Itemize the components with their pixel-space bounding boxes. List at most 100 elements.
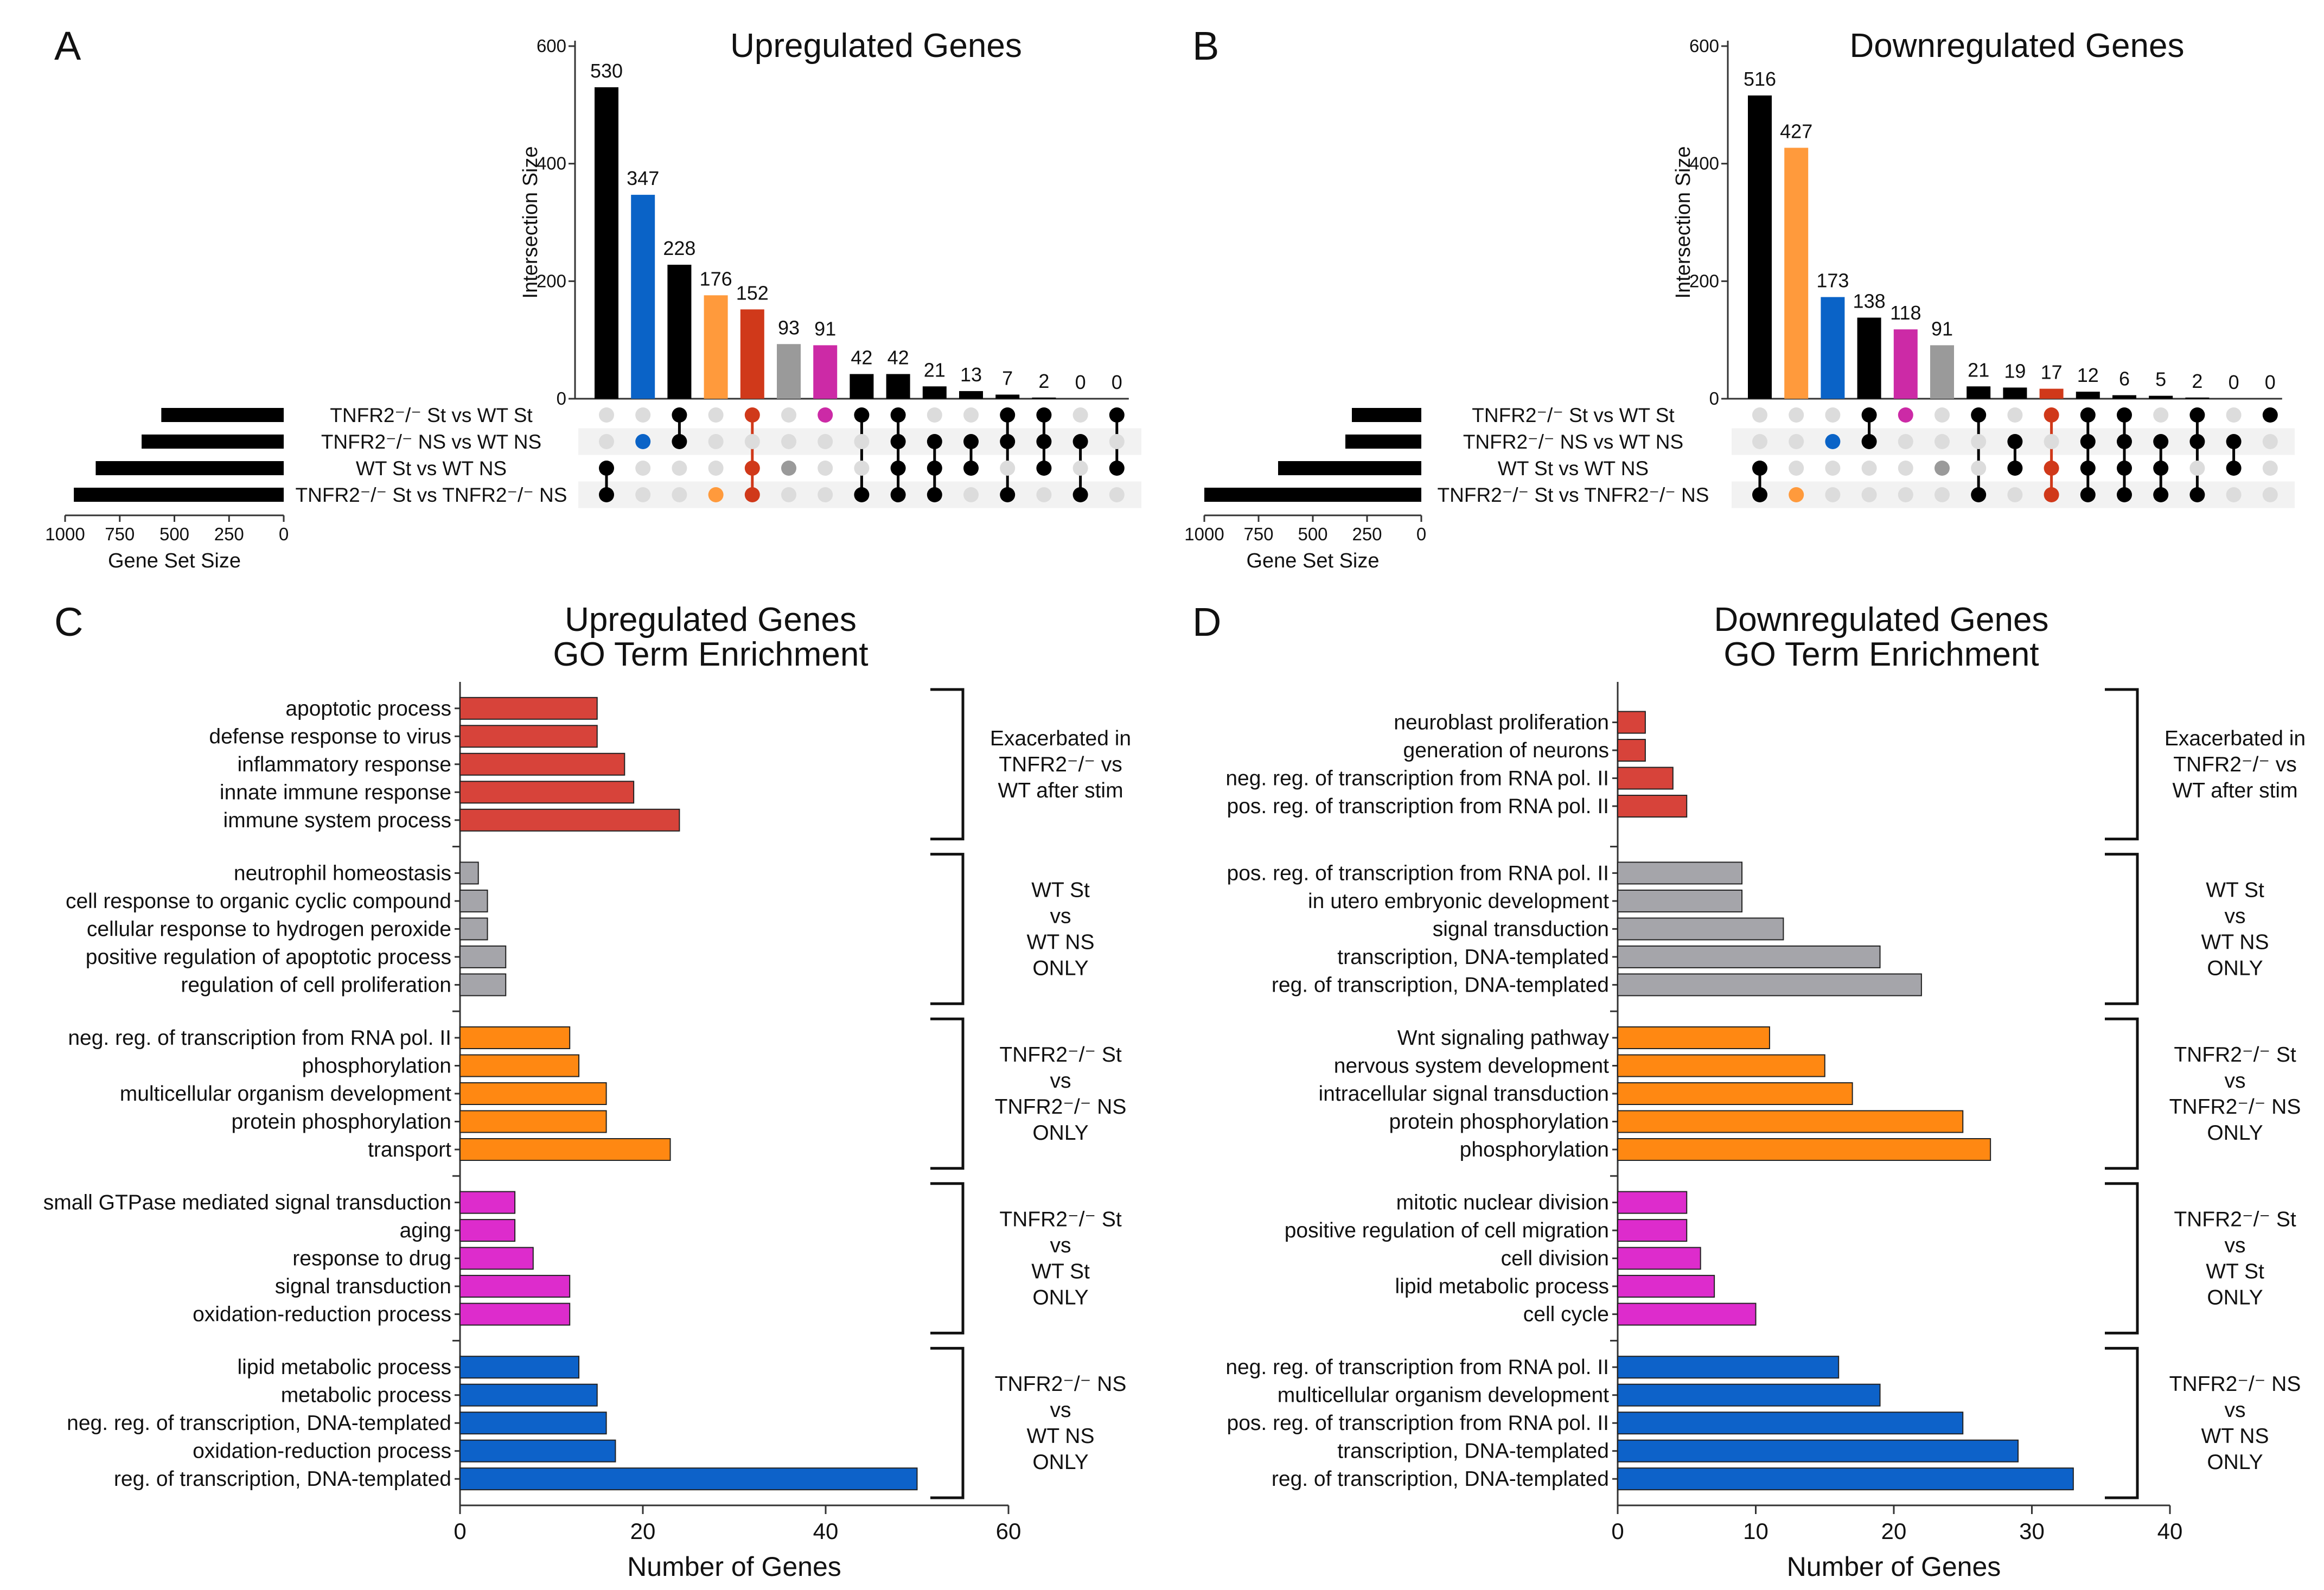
matrix-dot-active [1000,407,1016,423]
go-term-bar [459,1191,516,1214]
group-label: TNFR2⁻/⁻ NS [2169,1372,2301,1396]
x-tick-label: 0 [454,1518,466,1544]
set-size-bar [1278,461,1421,475]
intersection-bar [995,394,1020,399]
matrix-dot-inactive [818,487,833,502]
go-term-label: apoptotic process [285,697,451,720]
go-term-label: mitotic nuclear division [1396,1191,1609,1215]
intersection-value-label: 152 [736,282,769,304]
y-axis-title: Intersection Size [1672,146,1695,299]
intersection-bar [2076,392,2100,399]
intersection-bar [1784,148,1809,399]
go-term-bar [459,917,488,941]
intersection-bar [850,374,874,399]
go-term-bar [1617,917,1784,941]
matrix-dot-inactive [854,434,870,449]
matrix-dot-inactive [708,434,724,449]
group-label: vs [2225,1234,2246,1257]
group-label: WT after stim [2172,779,2297,802]
intersection-value-label: 12 [2077,364,2099,386]
matrix-dot-active [963,461,979,476]
intersection-value-label: 93 [778,316,800,339]
intersection-bar [1032,397,1056,399]
y-tick-label: 400 [1689,154,1719,174]
intersection-value-label: 91 [1931,317,1953,340]
set-size-bar [95,461,284,475]
intersection-bar [813,345,838,399]
matrix-dot-active [1825,434,1841,449]
go-term-bar [1617,1412,1964,1435]
go-term-bar [1617,1356,1840,1379]
matrix-dot-active [2117,461,2132,476]
matrix-dot-inactive [672,461,687,476]
group-label: WT NS [1027,930,1095,954]
matrix-dot-active [2153,487,2169,502]
go-term-bar [1617,739,1646,762]
go-term-label: innate immune response [220,781,451,804]
matrix-dot-inactive [1971,461,1987,476]
matrix-dot-active [1036,461,1052,476]
intersection-value-label: 13 [960,363,982,386]
go-term-label: generation of neurons [1403,739,1609,762]
intersection-bar [2003,387,2027,399]
go-term-label: multicellular organism development [120,1082,451,1106]
set-size-tick-label: 0 [1416,524,1426,544]
matrix-dot-inactive [1898,434,1913,449]
go-term-label: neuroblast proliferation [1394,711,1609,735]
intersection-value-label: 7 [1002,367,1013,389]
matrix-dot-active [2044,461,2059,476]
chart-title: Upregulated Genes [565,601,857,638]
go-term-label: neg. reg. of transcription from RNA pol.… [1225,1356,1609,1379]
matrix-dot-active [2080,461,2096,476]
intersection-bar [886,374,910,399]
matrix-dot-inactive [854,461,870,476]
go-term-bar [459,781,635,804]
matrix-dot-active [672,434,687,449]
matrix-dot-active [1789,487,1804,502]
go-term-bar [459,1302,571,1326]
intersection-value-label: 173 [1816,270,1849,292]
matrix-dot-inactive [1898,461,1913,476]
go-term-bar [1617,1275,1715,1298]
matrix-dot-active [1072,434,1088,449]
matrix-dot-inactive [781,487,796,502]
go-term-label: phosphorylation [1460,1138,1609,1161]
matrix-dot-inactive [1934,407,1950,423]
go-term-bar [459,1247,534,1270]
group-label: WT St [2206,878,2264,902]
matrix-dot-active [1861,434,1877,449]
y-tick-label: 600 [1689,36,1719,56]
matrix-dot-inactive [2262,461,2278,476]
set-name-label: WT St vs WT NS [356,457,507,480]
intersection-value-label: 21 [924,359,946,381]
matrix-dot-active [781,461,796,476]
matrix-dot-active [963,434,979,449]
go-term-label: neutrophil homeostasis [234,861,451,885]
group-label: Exacerbated in [990,727,1131,750]
matrix-dot-active [2153,434,2169,449]
matrix-dot-active [1072,487,1088,502]
matrix-dot-active [599,487,614,502]
x-axis-title: Number of Genes [1787,1551,2001,1582]
group-bracket [930,853,965,1005]
chart-title: Upregulated Genes [730,27,1022,65]
matrix-dot-inactive [1934,487,1950,502]
set-name-label: TNFR2⁻/⁻ NS vs WT NS [321,431,541,453]
intersection-bar [1893,329,1918,399]
group-label: ONLY [2207,1451,2263,1474]
go-term-label: lipid metabolic process [237,1356,451,1379]
go-term-bar [1617,1054,1825,1077]
matrix-dot-inactive [2153,407,2169,423]
group-label: TNFR2⁻/⁻ vs [999,753,1122,776]
matrix-dot-active [672,407,687,423]
matrix-dot-active [2189,407,2205,423]
intersection-bar [631,195,655,399]
go-term-label: protein phosphorylation [1389,1110,1609,1134]
go-term-bar [459,1275,571,1298]
matrix-dot-active [2262,407,2278,423]
matrix-dot-inactive [1971,434,1987,449]
y-tick-label: 600 [537,36,566,56]
go-term-label: lipid metabolic process [1395,1275,1609,1298]
go-term-bar [1617,1110,1964,1133]
y-tick-label: 0 [1709,388,1719,408]
